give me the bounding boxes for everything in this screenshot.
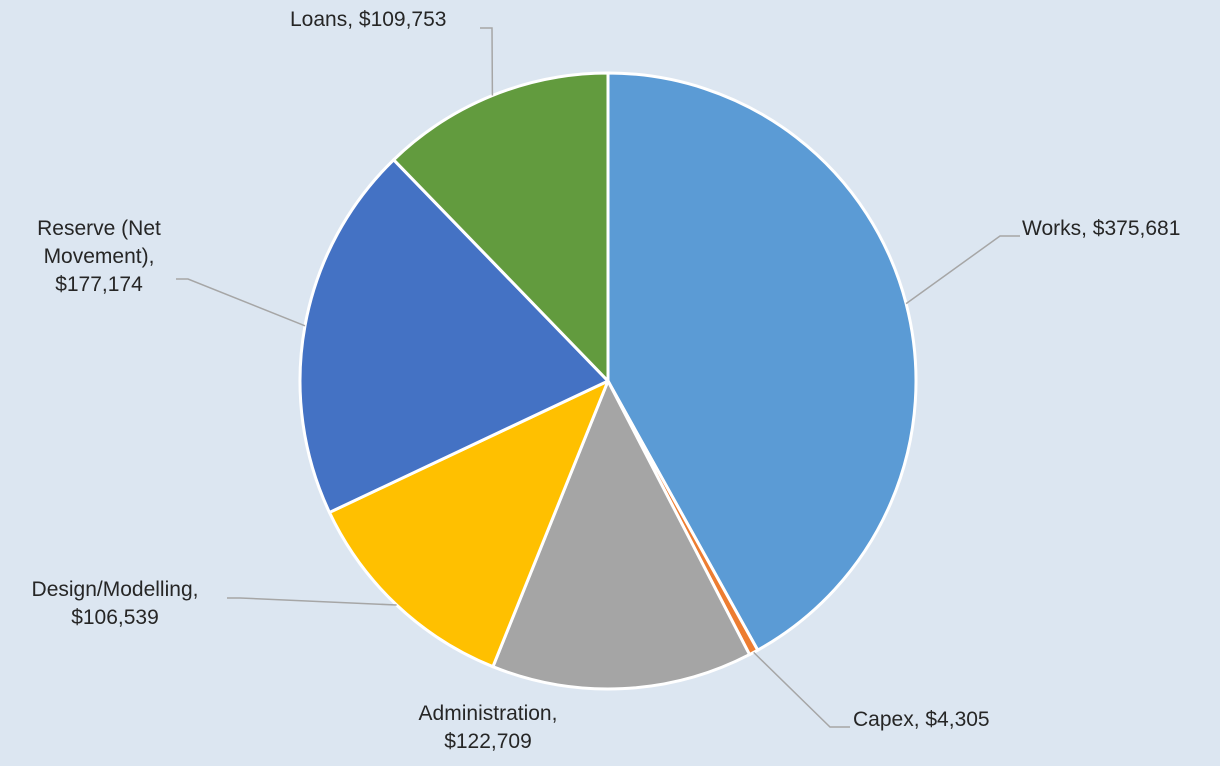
data-label-line: $177,174 [55, 273, 143, 296]
data-label-line: Capex, $4,305 [853, 708, 990, 731]
data-label-line: Design/Modelling, [31, 578, 199, 601]
data-label-line: Works, $375,681 [1022, 217, 1181, 240]
data-label-line: Reserve (Net [37, 217, 161, 240]
data-label-line: Movement), [43, 245, 155, 268]
leader-line-reserve-net-movement [176, 278, 306, 327]
data-label-line: $122,709 [444, 730, 532, 753]
data-label-line: Administration, [418, 702, 558, 725]
leader-line-design-modelling [227, 597, 397, 606]
pie-slice-works [606, 71, 918, 652]
data-label-administration: Administration, $122,709 [398, 700, 578, 756]
data-label-capex: Capex, $4,305 [853, 706, 990, 734]
leader-line-loans [480, 27, 494, 96]
leader-line-capex [753, 651, 850, 728]
pie-slice-reserve-net-movement [298, 158, 610, 514]
data-label-line: $106,539 [71, 606, 159, 629]
data-label-design-modelling: Design/Modelling, $106,539 [10, 576, 220, 632]
pie-slice-administration [491, 379, 752, 691]
data-label-loans: Loans, $109,753 [290, 6, 446, 34]
data-label-works: Works, $375,681 [1022, 215, 1180, 243]
pie-slice-loans [392, 71, 610, 383]
leader-line-works [905, 235, 1020, 305]
data-label-reserve-net-movement: Reserve (Net Movement), $177,174 [24, 215, 174, 299]
data-label-line: Loans, $109,753 [290, 8, 447, 31]
